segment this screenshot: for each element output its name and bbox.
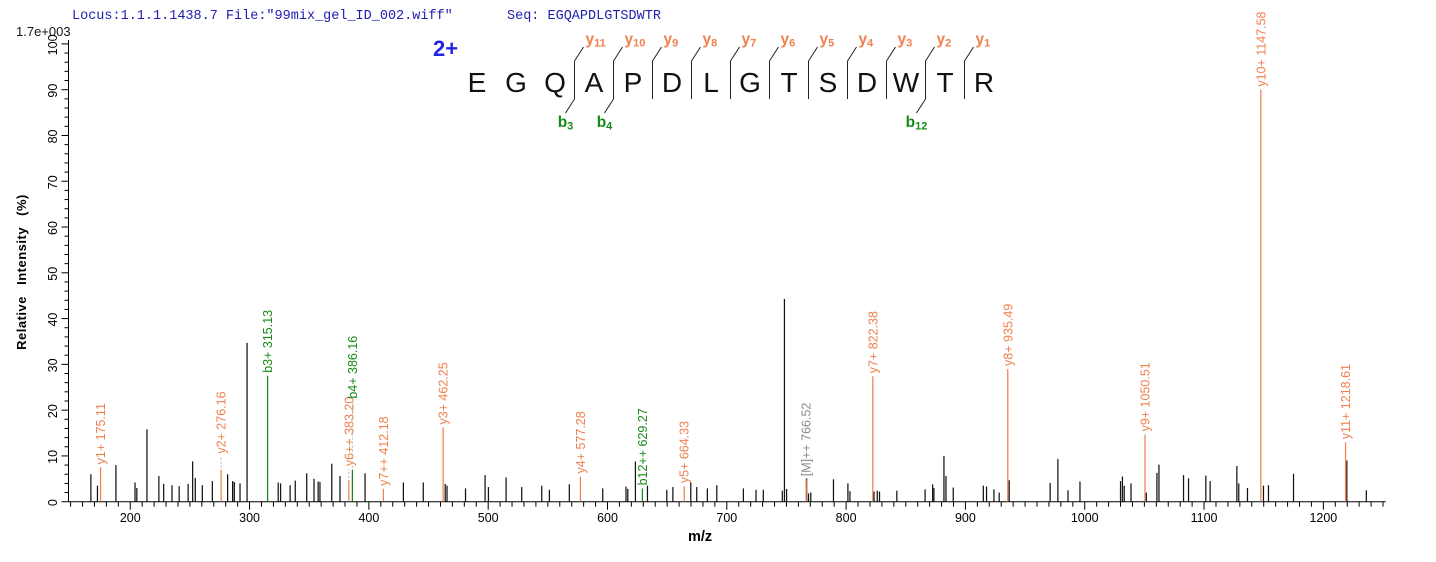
spectrum-peaks — [90, 89, 1367, 502]
max-intensity-label: 1.7e+003 — [16, 24, 71, 39]
ion-y2-label: y2 — [937, 31, 952, 50]
x-tick-label: 600 — [597, 511, 618, 525]
x-tick-label: 1100 — [1191, 511, 1218, 525]
y-ion-hook — [769, 46, 779, 62]
ion-y5-label: y5 — [820, 31, 835, 50]
y-tick-label: 100 — [46, 34, 60, 55]
y-tick-label: 40 — [46, 313, 60, 327]
residue-letter: L — [703, 67, 719, 98]
y-tick-label: 50 — [46, 267, 60, 281]
residue-letter: T — [936, 67, 953, 98]
y-ion-hook — [613, 46, 623, 62]
y-tick-label: 30 — [46, 358, 60, 372]
y-ion-hook — [730, 46, 740, 62]
x-tick-label: 300 — [239, 511, 260, 525]
peak-annotation-label: y9+ 1050.51 — [1138, 362, 1152, 431]
y-tick-label: 20 — [46, 404, 60, 418]
peak-annotations: y1+ 175.11 y2+ 276.16 b3+ 315.13 y6++ 383.2… — [94, 11, 1353, 485]
x-tick-label: 500 — [478, 511, 499, 525]
y-ion-hook — [925, 46, 935, 62]
residue-letter: A — [585, 67, 604, 98]
peak-annotation-label: y4+ 577.28 — [574, 411, 588, 473]
y-ion-hook — [964, 46, 974, 62]
ion-b12-label: b12 — [906, 114, 928, 133]
residue-letter: R — [974, 67, 994, 98]
residue-letter: P — [624, 67, 643, 98]
peak-annotation-label: y6++ 383.20 — [342, 397, 356, 467]
axes: 0 10 20 30 40 50 60 70 80 90 100 200 300 400 500 600 700… — [46, 34, 1386, 525]
x-tick-label: 1200 — [1309, 511, 1337, 525]
ion-y7-label: y7 — [742, 31, 757, 50]
residue-letter: Q — [544, 67, 566, 98]
x-axis-title: m/z — [688, 529, 712, 545]
peak-annotation-label: y1+ 175.11 — [94, 403, 108, 464]
y-tick-label: 90 — [46, 84, 60, 98]
x-tick-label: 1000 — [1071, 511, 1099, 525]
y-ion-hook — [691, 46, 701, 62]
x-tick-label: 800 — [836, 511, 857, 525]
peak-annotation-label: y2+ 276.16 — [215, 391, 229, 453]
residue-letter: D — [662, 67, 682, 98]
residue-letter: D — [857, 67, 877, 98]
peak-annotation-label: b12++ 629.27 — [636, 408, 650, 485]
locus-file-header: Locus:1.1.1.1438.7 File:"99mix_gel_ID_00… — [72, 9, 453, 24]
ion-y8-label: y8 — [703, 31, 718, 50]
y-tick-label: 10 — [46, 450, 60, 464]
peak-annotation-label: y8+ 935.49 — [1001, 304, 1015, 366]
y-tick-label: 0 — [46, 499, 60, 506]
residue-letter: S — [819, 67, 838, 98]
peak-annotation-label: y11+ 1218.61 — [1339, 364, 1353, 439]
peak-annotation-label: y7+ 822.38 — [866, 311, 880, 373]
y-ion-hook — [808, 46, 818, 62]
peak-annotation-label: y10+ 1147.58 — [1254, 11, 1268, 86]
ion-b3-label: b3 — [558, 114, 574, 133]
residue-letter: G — [505, 67, 527, 98]
b-ion-hook — [565, 98, 575, 114]
peak-annotation-label: b3+ 315.13 — [261, 310, 275, 373]
residue-letter: G — [739, 67, 761, 98]
b-ion-hook — [604, 98, 614, 114]
ion-y11-label: y11 — [586, 31, 606, 50]
residue-letter: T — [780, 67, 797, 98]
y-ion-hook — [652, 46, 662, 62]
peak-annotation-label: y3+ 462.25 — [437, 362, 451, 424]
y-axis-title: Relative Intensity (%) — [14, 194, 29, 350]
ion-y10-label: y10 — [625, 31, 646, 50]
precursor-charge-label: 2+ — [433, 36, 458, 61]
y-ion-hook — [847, 46, 857, 62]
residue-letter: E — [468, 67, 487, 98]
ion-y6-label: y6 — [781, 31, 796, 50]
y-ion-hook — [574, 46, 584, 62]
y-ion-hook — [886, 46, 896, 62]
y-tick-label: 80 — [46, 129, 60, 143]
sequence-header: Seq: EGQAPDLGTSDWTR — [507, 9, 661, 24]
peak-annotation-label: [M]++ 766.52 — [800, 403, 814, 477]
x-tick-label: 400 — [358, 511, 379, 525]
peak-annotation-label: y5+ 664.33 — [678, 421, 692, 483]
peak-annotation-label: y7++ 412.18 — [377, 416, 391, 486]
ion-y4-label: y4 — [859, 31, 875, 50]
ion-y3-label: y3 — [898, 31, 913, 50]
peak-annotation-label: b4+ 386.16 — [346, 336, 360, 399]
y-tick-label: 60 — [46, 221, 60, 235]
ion-y9-label: y9 — [664, 31, 679, 50]
y-tick-label: 70 — [46, 175, 60, 189]
residue-letter: W — [893, 67, 920, 98]
b-ion-hook — [916, 98, 926, 114]
x-tick-label: 700 — [716, 511, 737, 525]
ion-b4-label: b4 — [597, 114, 613, 133]
x-tick-label: 200 — [120, 511, 141, 525]
ion-y1-label: y1 — [976, 31, 991, 50]
x-tick-label: 900 — [955, 511, 976, 525]
